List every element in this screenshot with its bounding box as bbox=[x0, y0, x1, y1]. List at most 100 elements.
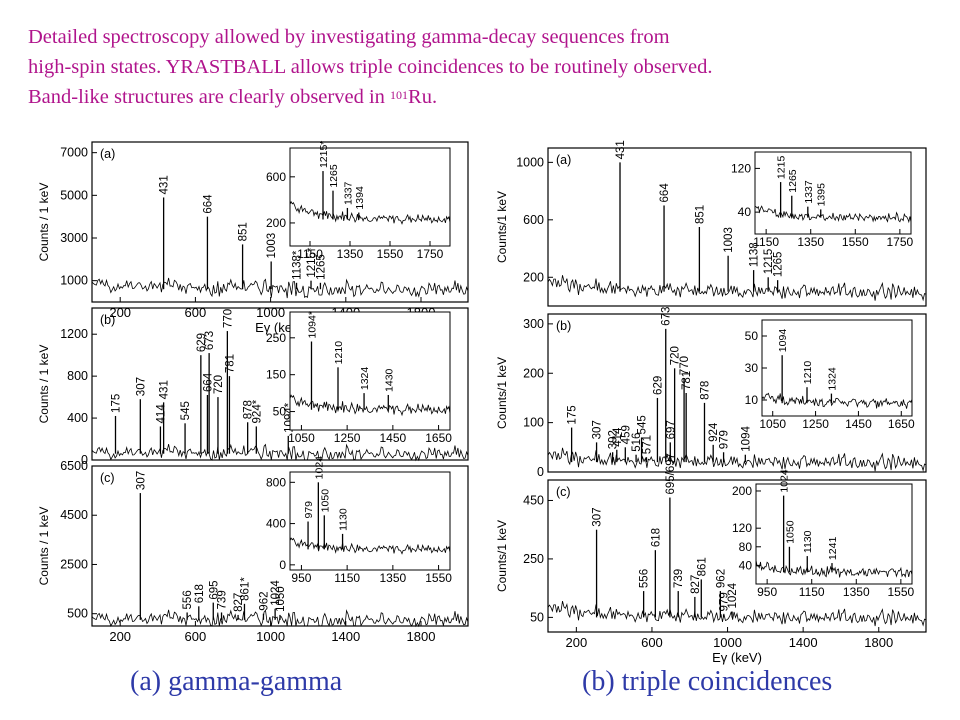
x-tick-label: 1000 bbox=[256, 629, 285, 644]
y-tick-label: 5000 bbox=[60, 188, 88, 202]
x-tick-label: 950 bbox=[291, 571, 311, 585]
peak-label: 1215 bbox=[763, 249, 775, 275]
panel-letter: (a) bbox=[556, 153, 571, 167]
x-tick-label: 1000 bbox=[256, 305, 285, 320]
x-tick-label: 1400 bbox=[789, 635, 818, 650]
panel-letter: (a) bbox=[100, 147, 115, 161]
x-tick-label: 1650 bbox=[888, 417, 915, 431]
y-tick-label: 120 bbox=[731, 161, 751, 175]
peak-label: 1024 bbox=[313, 456, 325, 480]
peak-label: 1265 bbox=[315, 254, 327, 280]
peak-label: 1337 bbox=[803, 180, 815, 204]
x-tick-label: 1400 bbox=[331, 629, 360, 644]
y-tick-label: 1200 bbox=[60, 327, 88, 341]
peak-label: 1024 bbox=[727, 582, 739, 608]
peak-label: 878 bbox=[699, 381, 711, 400]
y-tick-label: 1000 bbox=[60, 274, 88, 288]
y-axis-label: Counts/1 keV bbox=[495, 520, 509, 592]
x-tick-label: 950 bbox=[757, 585, 777, 599]
intro-line-3-text: Band-like structures are clearly observe… bbox=[28, 86, 391, 108]
spectrum-trace bbox=[289, 537, 451, 555]
plot-frame bbox=[289, 471, 451, 571]
peak-label: 618 bbox=[194, 584, 206, 603]
y-tick-label: 800 bbox=[67, 369, 88, 383]
peak-label: 1003 bbox=[723, 227, 735, 253]
y-tick-label: 450 bbox=[523, 493, 544, 507]
inset-b-c: 1024 1050 1130 1241 40 80 120 200 950 1150 1350 155… bbox=[732, 469, 915, 599]
panel-a-b: 175 307 414 431 545 629 664 673 720 770 781 878924*… bbox=[37, 307, 469, 467]
peak-label: 516 bbox=[631, 433, 643, 452]
peak-label: 556 bbox=[182, 590, 194, 609]
y-tick-label: 4500 bbox=[60, 508, 88, 522]
plot-frame bbox=[289, 147, 451, 247]
x-tick-label: 600 bbox=[185, 305, 207, 320]
peak-label: 629 bbox=[652, 376, 664, 395]
y-tick-label: 50 bbox=[745, 329, 759, 343]
y-tick-label: 6500 bbox=[60, 459, 88, 473]
x-tick-label: 1150 bbox=[297, 247, 323, 261]
plot-frame bbox=[547, 147, 927, 307]
x-tick-label: 1350 bbox=[337, 247, 364, 261]
peak-label: 1130 bbox=[338, 508, 350, 531]
panel-letter: (b) bbox=[100, 313, 115, 327]
x-tick-label: 1550 bbox=[888, 585, 915, 599]
x-tick-label: 1550 bbox=[377, 247, 404, 261]
peak-label: 851 bbox=[238, 222, 250, 241]
peak-label: 571 bbox=[641, 435, 653, 454]
x-tick-label: 1550 bbox=[425, 571, 452, 585]
y-tick-label: 150 bbox=[266, 368, 286, 382]
peak-label: 1050 bbox=[319, 489, 331, 513]
y-tick-label: 10 bbox=[745, 393, 759, 407]
y-tick-label: 50 bbox=[530, 610, 544, 624]
peak-label: 720 bbox=[670, 346, 682, 365]
x-tick-label: 1350 bbox=[797, 235, 824, 249]
x-tick-label: 1250 bbox=[802, 417, 829, 431]
panel-letter: (b) bbox=[556, 319, 571, 333]
peak-label: 392 bbox=[608, 430, 620, 449]
x-tick-label: 200 bbox=[109, 305, 131, 320]
plot-frame bbox=[91, 307, 469, 461]
peak-label: 979 bbox=[303, 501, 315, 519]
peak-label: 1215* bbox=[318, 141, 330, 168]
peak-label: 962 bbox=[258, 592, 270, 611]
peak-label: 770 bbox=[222, 309, 234, 328]
peak-label: 307 bbox=[135, 377, 147, 396]
peak-label: 695/697 bbox=[665, 453, 677, 495]
y-tick-label: 600 bbox=[266, 170, 286, 184]
spectrum-trace bbox=[289, 394, 451, 417]
y-tick-label: 1000 bbox=[516, 155, 544, 169]
isotope-mass-number: 101 bbox=[390, 88, 409, 102]
y-tick-label: 0 bbox=[279, 558, 286, 572]
peak-label: 1265 bbox=[328, 164, 340, 188]
y-tick-label: 80 bbox=[739, 540, 753, 554]
peak-label: 431 bbox=[615, 140, 627, 159]
peak-label: 979 bbox=[719, 592, 731, 611]
peak-label: 175 bbox=[567, 405, 579, 424]
plot-frame bbox=[547, 479, 927, 633]
y-tick-label: 250 bbox=[266, 331, 286, 345]
inset-b-b: 1094 1210 1324 10 30 50 1050 1250 1450 1650 bbox=[745, 319, 915, 431]
peak-label: 1050 bbox=[784, 520, 796, 544]
peak-label: 924* bbox=[251, 399, 263, 423]
peak-label: 1094 bbox=[777, 329, 789, 353]
spectrum-trace bbox=[547, 275, 927, 302]
peak-label: 307 bbox=[592, 420, 604, 439]
y-tick-label: 250 bbox=[523, 552, 544, 566]
peak-label: 1130 bbox=[802, 530, 814, 553]
x-tick-label: 1800 bbox=[864, 635, 893, 650]
peak-label: 962 bbox=[715, 569, 727, 588]
intro-text: Detailed spectroscopy allowed by investi… bbox=[28, 22, 943, 112]
x-tick-label: 1050 bbox=[759, 417, 786, 431]
peak-label: 629 bbox=[196, 333, 208, 352]
y-tick-label: 800 bbox=[266, 475, 286, 489]
x-tick-label: 1150 bbox=[334, 571, 360, 585]
peak-label: 664 bbox=[202, 372, 214, 392]
y-tick-label: 30 bbox=[745, 361, 759, 375]
y-tick-label: 40 bbox=[738, 205, 752, 219]
spectrum-trace bbox=[289, 200, 451, 225]
x-tick-label: 1550 bbox=[842, 235, 869, 249]
y-tick-label: 2500 bbox=[60, 557, 88, 571]
